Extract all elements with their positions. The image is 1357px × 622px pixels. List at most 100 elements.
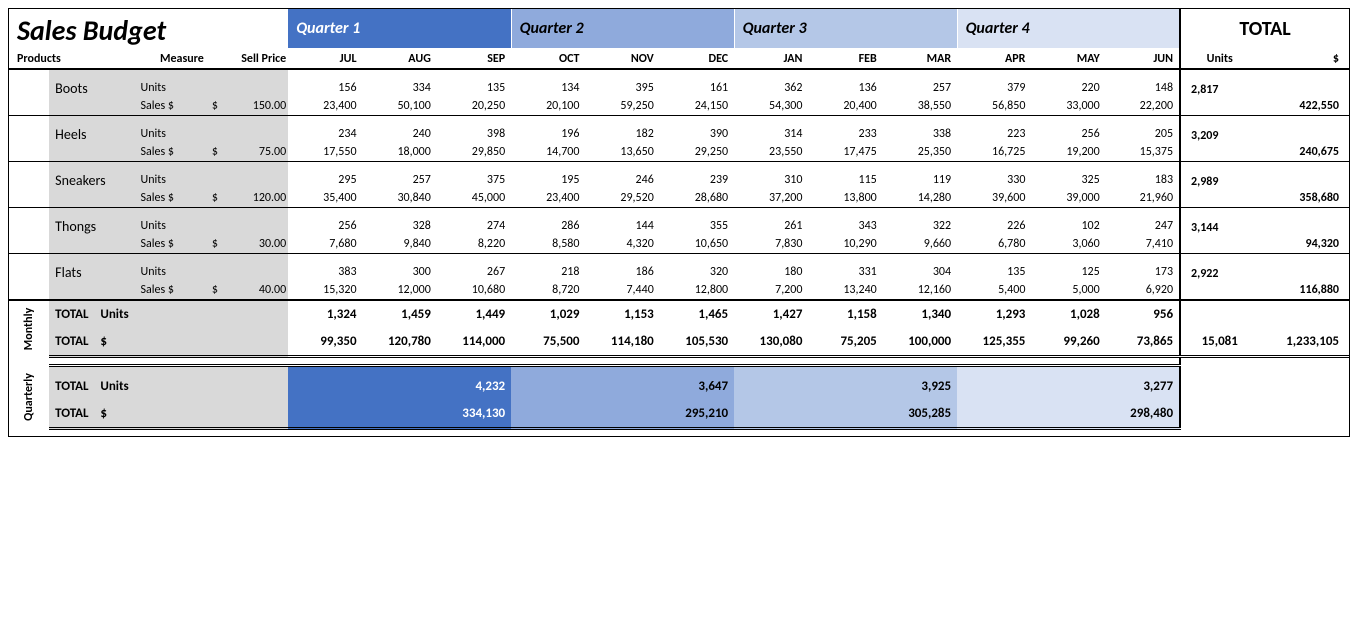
product-units-row: ThongsUnits25632827428614435526134332222… [9, 208, 1349, 236]
col-month: NOV [585, 48, 659, 69]
product-sales: 21,960 [1106, 189, 1180, 208]
product-units: 125 [1031, 254, 1105, 282]
total-label: TOTAL [55, 379, 88, 394]
monthly-units: 1,449 [437, 300, 511, 328]
product-sales: 13,650 [585, 143, 659, 162]
product-sales: 35,400 [288, 189, 362, 208]
product-units: 267 [437, 254, 511, 282]
product-units: 375 [437, 162, 511, 190]
measure-sales: Sales $ [135, 143, 210, 162]
total-label: TOTAL [55, 307, 88, 322]
units-label: Units [100, 379, 128, 394]
page-title: Sales Budget [9, 9, 288, 48]
product-units: 325 [1031, 162, 1105, 190]
product-sales: 7,410 [1106, 235, 1180, 254]
monthly-sales: 114,180 [585, 328, 659, 357]
product-total-sales: 240,675 [1258, 143, 1349, 162]
product-units: 257 [363, 162, 437, 190]
product-units: 196 [511, 116, 585, 144]
product-sales: 9,660 [883, 235, 957, 254]
product-units: 205 [1106, 116, 1180, 144]
product-units: 226 [957, 208, 1031, 236]
product-sales: 23,400 [288, 97, 362, 116]
monthly-sales: 73,865 [1106, 328, 1180, 357]
product-units: 322 [883, 208, 957, 236]
product-sales: 12,000 [363, 281, 437, 300]
product-sales: 15,320 [288, 281, 362, 300]
product-units: 115 [808, 162, 882, 190]
dollar-label: $ [100, 406, 107, 421]
product-sales: 7,440 [585, 281, 659, 300]
product-sales: 28,680 [660, 189, 734, 208]
measure-sales: Sales $ [135, 281, 210, 300]
product-units: 119 [883, 162, 957, 190]
quarter-header-3: Quarter 3 [734, 9, 957, 48]
product-units: 156 [288, 69, 362, 97]
product-units: 247 [1106, 208, 1180, 236]
product-units: 186 [585, 254, 659, 282]
col-total-dollar: $ [1258, 48, 1349, 69]
measure-sales: Sales $ [135, 235, 210, 254]
product-units: 390 [660, 116, 734, 144]
product-sales: 19,200 [1031, 143, 1105, 162]
product-sales: 12,800 [660, 281, 734, 300]
monthly-units: 1,459 [363, 300, 437, 328]
quarterly-units: 3,925 [734, 366, 957, 401]
product-sales: 20,400 [808, 97, 882, 116]
product-units: 338 [883, 116, 957, 144]
monthly-units: 1,029 [511, 300, 585, 328]
product-sales: 3,060 [1031, 235, 1105, 254]
col-month: DEC [660, 48, 734, 69]
monthly-units: 1,465 [660, 300, 734, 328]
grand-total-units: 15,081 [1180, 328, 1258, 357]
product-name: Thongs [49, 208, 134, 236]
col-month: FEB [808, 48, 882, 69]
grand-total-sales: 1,233,105 [1258, 328, 1349, 357]
product-units: 182 [585, 116, 659, 144]
product-sales: 17,475 [808, 143, 882, 162]
monthly-units: 956 [1106, 300, 1180, 328]
product-total-units: 2,989 [1180, 162, 1258, 190]
product-sales-row: Sales $$120.0035,40030,84045,00023,40029… [9, 189, 1349, 208]
product-sales: 50,100 [363, 97, 437, 116]
product-total-units: 3,209 [1180, 116, 1258, 144]
product-sales: 38,550 [883, 97, 957, 116]
product-units: 328 [363, 208, 437, 236]
product-total-sales: 358,680 [1258, 189, 1349, 208]
product-units: 161 [660, 69, 734, 97]
product-sales: 29,850 [437, 143, 511, 162]
product-total-units: 2,922 [1180, 254, 1258, 282]
monthly-units: 1,153 [585, 300, 659, 328]
quarterly-vertical-text: Quarterly [22, 373, 36, 421]
sales-budget-table: Sales Budget Quarter 1 Quarter 2 Quarter… [8, 8, 1350, 437]
product-units: 320 [660, 254, 734, 282]
product-sales: 25,350 [883, 143, 957, 162]
product-sales: 30,840 [363, 189, 437, 208]
total-label: TOTAL [55, 406, 88, 421]
product-sales: 33,000 [1031, 97, 1105, 116]
monthly-sales: 100,000 [883, 328, 957, 357]
monthly-units: 1,340 [883, 300, 957, 328]
product-units: 144 [585, 208, 659, 236]
product-total-sales: 422,550 [1258, 97, 1349, 116]
product-units: 134 [511, 69, 585, 97]
monthly-vertical-label: Monthly [9, 300, 49, 357]
product-sales: 56,850 [957, 97, 1031, 116]
product-units-row: SneakersUnits295257375195246239310115119… [9, 162, 1349, 190]
product-units: 286 [511, 208, 585, 236]
product-sales: 6,920 [1106, 281, 1180, 300]
product-units: 148 [1106, 69, 1180, 97]
product-sales: 14,700 [511, 143, 585, 162]
product-units: 223 [957, 116, 1031, 144]
quarterly-sales: 305,285 [734, 400, 957, 429]
quarterly-units: 3,277 [957, 366, 1180, 401]
monthly-sales: 120,780 [363, 328, 437, 357]
product-units: 233 [808, 116, 882, 144]
total-label: TOTAL [55, 334, 88, 349]
product-units: 195 [511, 162, 585, 190]
measure-units: Units [135, 69, 210, 97]
product-sales: 8,580 [511, 235, 585, 254]
product-name: Boots [49, 69, 134, 97]
product-name: Flats [49, 254, 134, 282]
monthly-sales: 130,080 [734, 328, 808, 357]
